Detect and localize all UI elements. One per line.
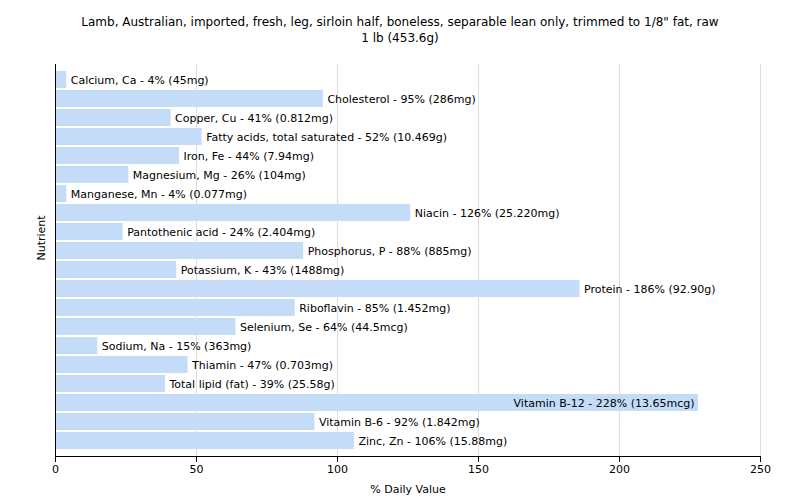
- svg-text:Iron, Fe - 44% (7.94mg): Iron, Fe - 44% (7.94mg): [184, 150, 314, 163]
- svg-text:Cholesterol - 95% (286mg): Cholesterol - 95% (286mg): [327, 93, 475, 106]
- svg-text:Thiamin - 47% (0.703mg): Thiamin - 47% (0.703mg): [191, 359, 333, 372]
- svg-text:Niacin - 126% (25.220mg): Niacin - 126% (25.220mg): [415, 207, 560, 220]
- svg-text:150: 150: [468, 463, 489, 476]
- html-text:1 lb (453.6g): 1 lb (453.6g): [361, 31, 439, 45]
- svg-text:Potassium, K - 43% (1488mg): Potassium, K - 43% (1488mg): [181, 264, 345, 277]
- svg-text:Phosphorus, P - 88% (885mg): Phosphorus, P - 88% (885mg): [308, 245, 472, 258]
- svg-text:Pantothenic acid - 24% (2.404m: Pantothenic acid - 24% (2.404mg): [127, 226, 315, 239]
- svg-text:% Daily Value: % Daily Value: [370, 483, 446, 496]
- svg-text:Nutrient: Nutrient: [35, 215, 48, 261]
- svg-text:Copper, Cu - 41% (0.812mg): Copper, Cu - 41% (0.812mg): [175, 112, 333, 125]
- svg-text:Zinc, Zn - 106% (15.88mg): Zinc, Zn - 106% (15.88mg): [358, 435, 507, 448]
- svg-text:Calcium, Ca - 4% (45mg): Calcium, Ca - 4% (45mg): [71, 74, 209, 87]
- svg-text:0: 0: [52, 463, 59, 476]
- svg-text:Protein - 186% (92.90g): Protein - 186% (92.90g): [584, 283, 716, 296]
- svg-text:Total lipid (fat) - 39% (25.58: Total lipid (fat) - 39% (25.58g): [168, 378, 334, 391]
- html-text:Lamb, Australian, imported, fr: Lamb, Australian, imported, fresh, leg, …: [81, 15, 719, 29]
- svg-text:Fatty acids, total saturated -: Fatty acids, total saturated - 52% (10.4…: [206, 131, 447, 144]
- svg-text:Vitamin B-6 - 92% (1.842mg): Vitamin B-6 - 92% (1.842mg): [319, 416, 480, 429]
- svg-text:50: 50: [190, 463, 204, 476]
- svg-text:Magnesium, Mg - 26% (104mg): Magnesium, Mg - 26% (104mg): [133, 169, 306, 182]
- svg-text:Manganese, Mn - 4% (0.077mg): Manganese, Mn - 4% (0.077mg): [71, 188, 247, 201]
- svg-text:Sodium, Na - 15% (363mg): Sodium, Na - 15% (363mg): [102, 340, 252, 353]
- svg-text:200: 200: [609, 463, 630, 476]
- svg-text:Selenium, Se - 64% (44.5mcg): Selenium, Se - 64% (44.5mcg): [240, 321, 408, 334]
- svg-text:Vitamin B-12 - 228% (13.65mcg): Vitamin B-12 - 228% (13.65mcg): [514, 397, 695, 410]
- svg-text:250: 250: [750, 463, 771, 476]
- svg-text:Riboflavin - 85% (1.452mg): Riboflavin - 85% (1.452mg): [299, 302, 450, 315]
- svg-text:100: 100: [327, 463, 348, 476]
